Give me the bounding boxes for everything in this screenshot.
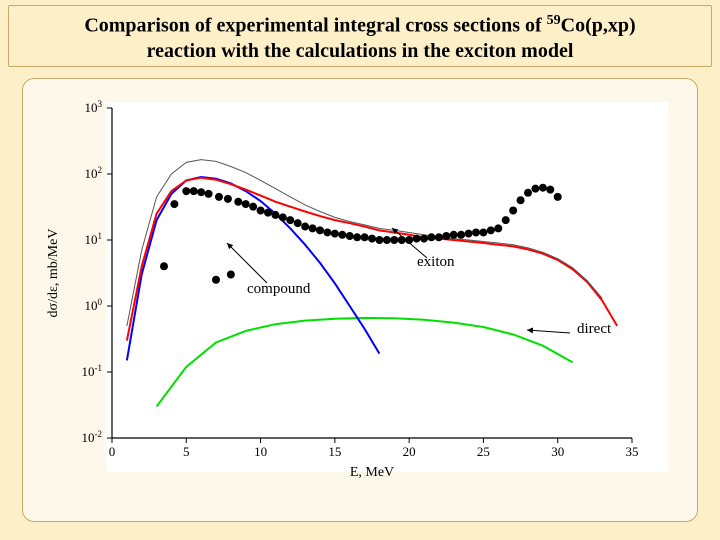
svg-text:E, MeV: E, MeV — [350, 465, 394, 480]
svg-text:30: 30 — [551, 444, 564, 459]
svg-text:20: 20 — [403, 444, 416, 459]
svg-text:101: 101 — [85, 231, 103, 247]
svg-text:5: 5 — [183, 444, 190, 459]
svg-text:10: 10 — [254, 444, 267, 459]
title-line2: reaction with the calculations in the ex… — [147, 40, 574, 62]
svg-text:exiton: exiton — [417, 254, 455, 270]
svg-text:10-2: 10-2 — [82, 429, 103, 445]
title-sup: 59 — [547, 13, 561, 28]
svg-text:25: 25 — [477, 444, 490, 459]
svg-text:dσ/dε, mb/MeV: dσ/dε, mb/MeV — [46, 229, 61, 318]
svg-text:10-1: 10-1 — [82, 363, 103, 379]
svg-text:15: 15 — [328, 444, 341, 459]
title-line1-pre: Comparison of experimental integral cros… — [84, 15, 546, 37]
title-line1-post: Co(p,xp) — [561, 15, 636, 37]
svg-text:35: 35 — [626, 444, 639, 459]
svg-text:103: 103 — [85, 99, 103, 115]
svg-text:0: 0 — [109, 444, 116, 459]
title-box: Comparison of experimental integral cros… — [8, 5, 712, 67]
svg-text:compound: compound — [247, 281, 311, 297]
svg-text:102: 102 — [85, 165, 103, 181]
svg-text:direct: direct — [577, 321, 612, 337]
slide: Comparison of experimental integral cros… — [0, 0, 720, 540]
chart-svg: 0 5 10 15 20 25 30 35 E, MeV 10-2 10-1 100 101 102 103… — [22, 78, 698, 522]
svg-text:100: 100 — [85, 297, 103, 313]
